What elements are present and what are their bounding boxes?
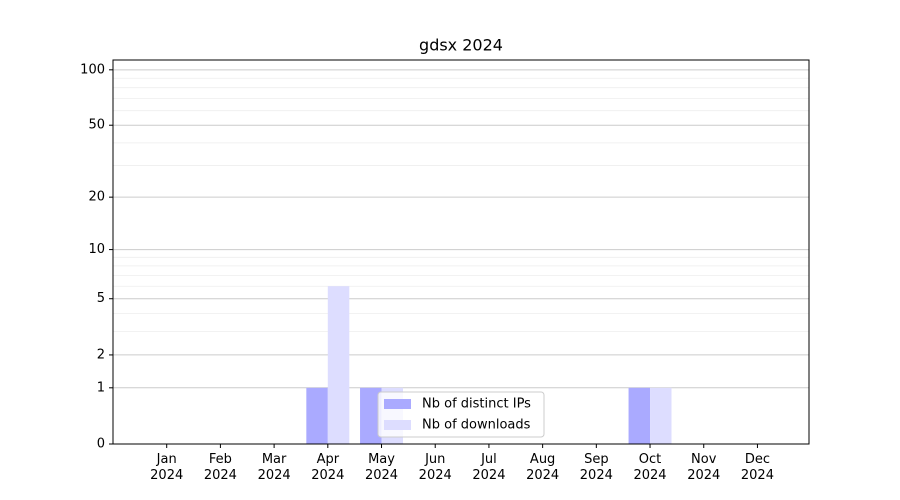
x-tick-label: Sep 2024	[579, 452, 613, 483]
plot-frame	[112, 59, 810, 445]
y-tick-label: 5	[97, 291, 105, 306]
legend-swatch	[384, 420, 411, 430]
chart-title: gdsx 2024	[419, 36, 503, 55]
y-tick-label: 100	[80, 62, 105, 77]
y-tick-label: 0	[97, 437, 105, 452]
bar	[327, 286, 350, 444]
x-tick-label: Oct 2024	[633, 452, 667, 483]
legend-label: Nb of downloads	[422, 418, 531, 433]
x-tick-label: Aug 2024	[526, 452, 560, 483]
legend-label: Nb of distinct IPs	[422, 397, 531, 412]
y-tick-label: 20	[88, 190, 105, 205]
x-tick-label: Dec 2024	[740, 452, 774, 483]
x-tick-label: Feb 2024	[203, 452, 237, 483]
x-tick-label: Nov 2024	[687, 452, 721, 483]
x-tick-label: Jun 2024	[418, 452, 452, 483]
legend-swatch	[384, 399, 411, 409]
bar	[360, 387, 382, 444]
y-tick-label: 2	[97, 347, 105, 362]
bar	[628, 387, 651, 444]
legend-box	[377, 391, 545, 438]
x-tick-label: Apr 2024	[311, 452, 345, 483]
x-tick-label: May 2024	[364, 452, 399, 483]
x-tick-label: Jul 2024	[472, 452, 506, 483]
y-tick-label: 1	[97, 380, 105, 395]
y-tick-label: 10	[88, 242, 105, 257]
x-tick-label: Mar 2024	[257, 452, 291, 483]
x-tick-label: Jan 2024	[150, 452, 184, 483]
bar	[650, 387, 672, 444]
y-tick-label: 50	[88, 118, 105, 133]
bar	[306, 387, 328, 444]
